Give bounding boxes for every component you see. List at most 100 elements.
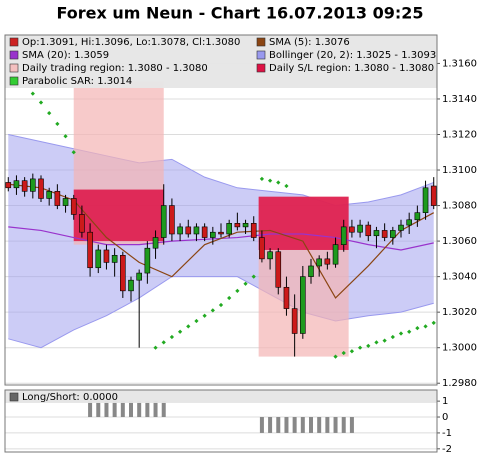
sar-dot xyxy=(333,354,338,359)
sar-dot xyxy=(382,338,387,343)
candle-body xyxy=(193,226,200,235)
candle-body xyxy=(267,251,273,260)
candle-body xyxy=(324,258,331,265)
candle-body xyxy=(30,178,36,192)
candle-body xyxy=(128,279,134,292)
candle-body xyxy=(242,223,249,228)
sar-dot xyxy=(194,318,199,324)
sar-dot xyxy=(38,100,44,105)
bar xyxy=(300,417,305,433)
legend-label: Bollinger (20, 2): 1.3025 - 1.3093 xyxy=(269,50,436,61)
bar xyxy=(317,417,322,433)
candle-body xyxy=(160,205,167,238)
bar xyxy=(145,401,150,418)
sar-dot xyxy=(423,324,428,329)
legend-swatch xyxy=(9,76,19,86)
sar-dot xyxy=(349,349,355,354)
candle-body xyxy=(218,231,224,235)
bar xyxy=(120,401,125,418)
sar-dot xyxy=(186,324,191,329)
sar-dot xyxy=(259,176,265,182)
bar xyxy=(161,401,166,418)
bar xyxy=(349,417,354,433)
y-tick-label: 1 xyxy=(442,396,448,407)
y-tick-label: 1.2980 xyxy=(442,378,477,389)
legend-label: Parabolic SAR: 1.3014 xyxy=(22,76,132,87)
y-tick-label: 1.3040 xyxy=(442,272,477,283)
sar-dot xyxy=(374,340,379,345)
bar xyxy=(341,417,346,433)
sl-region xyxy=(258,196,349,250)
sar-dot xyxy=(366,343,371,349)
candle-body xyxy=(332,244,339,265)
candle-body xyxy=(398,224,404,231)
candle-body xyxy=(136,272,142,281)
legend-swatch xyxy=(9,63,19,73)
sar-dot xyxy=(398,331,404,336)
candle-body xyxy=(390,230,396,238)
bar xyxy=(153,401,158,418)
candle-body xyxy=(87,231,93,269)
bar xyxy=(325,417,330,433)
legend-swatch xyxy=(9,392,19,402)
sar-dot xyxy=(202,313,207,318)
candle-body xyxy=(95,249,102,269)
sar-dot xyxy=(227,295,232,301)
candle-body xyxy=(308,265,314,277)
sar-dot xyxy=(55,121,60,126)
y-tick-label: 1.3140 xyxy=(442,94,477,105)
sar-dot xyxy=(407,329,412,334)
y-tick-label: 1.3100 xyxy=(442,165,477,176)
sar-dot xyxy=(235,288,240,293)
candle-body xyxy=(120,255,126,292)
candle-body xyxy=(185,226,192,235)
bar xyxy=(129,401,133,418)
candle-body xyxy=(46,191,52,199)
candle-body xyxy=(201,226,208,238)
candle-body xyxy=(210,231,216,238)
candle-body xyxy=(38,178,44,199)
candle-body xyxy=(300,276,306,334)
plot-border xyxy=(4,34,438,386)
candle-body xyxy=(291,308,298,334)
y-tick-label: 1.3000 xyxy=(442,343,477,354)
candle-body xyxy=(5,182,12,189)
sar-dot xyxy=(169,334,175,340)
candle-body xyxy=(422,187,429,213)
sar-dot xyxy=(218,302,224,308)
bar xyxy=(292,417,297,433)
sar-dot xyxy=(357,345,363,350)
y-tick-label: 1.3120 xyxy=(442,129,477,140)
y-tick-label: 1.3060 xyxy=(442,236,477,247)
legend-box xyxy=(5,35,437,88)
sar-dot xyxy=(267,178,273,183)
candle-body xyxy=(234,223,241,228)
sar-dot xyxy=(390,334,395,340)
bar xyxy=(137,401,142,418)
candle-body xyxy=(406,219,412,226)
candle-body xyxy=(283,286,290,309)
sar-dot xyxy=(243,281,248,286)
candle-body xyxy=(144,247,151,274)
sar-dot xyxy=(210,308,215,313)
candle-body xyxy=(177,226,183,235)
candle-body xyxy=(13,180,20,189)
bar xyxy=(259,417,264,433)
candle-body xyxy=(226,223,232,235)
bar xyxy=(112,401,117,418)
bar xyxy=(309,417,313,433)
candle-body xyxy=(373,230,380,237)
bar xyxy=(268,417,273,433)
candle-body xyxy=(259,237,265,260)
y-tick-label: 1.3020 xyxy=(442,307,477,318)
candle-body xyxy=(430,185,437,206)
y-tick-label: -1 xyxy=(442,428,452,439)
sar-dot xyxy=(431,320,436,325)
candle-body xyxy=(340,226,347,245)
bar xyxy=(104,401,109,418)
y-tick-label: 0 xyxy=(442,412,448,423)
sar-dot xyxy=(177,329,183,334)
sar-dot xyxy=(251,274,256,279)
